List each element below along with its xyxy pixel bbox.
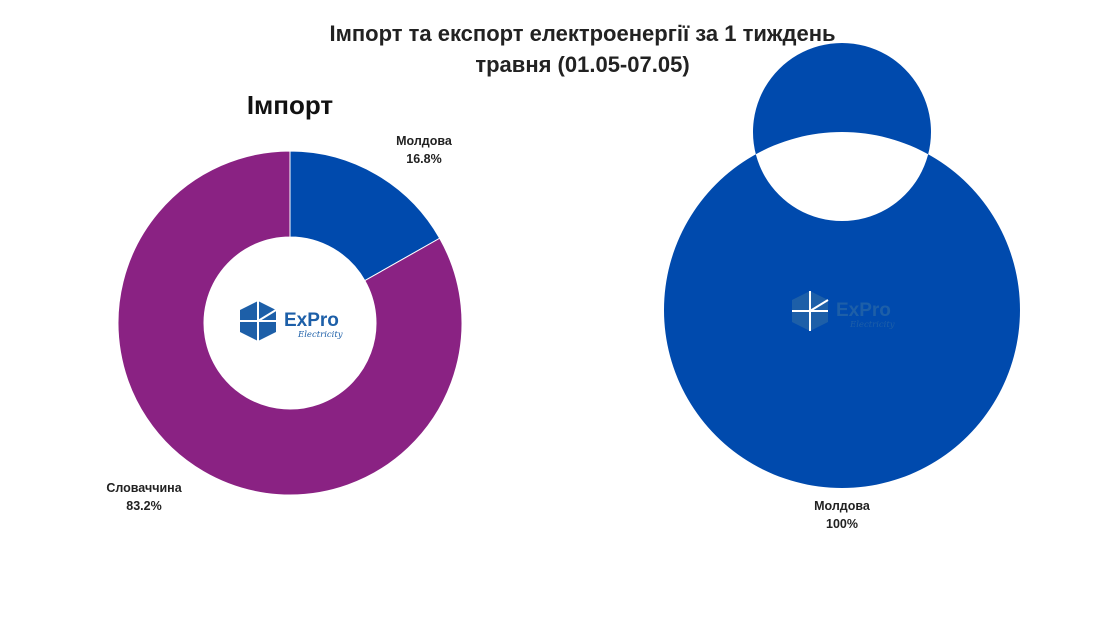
import-slice-1 (117, 150, 463, 496)
slice-value: 16.8% (406, 152, 442, 166)
slice-label: Молдова (814, 499, 870, 513)
title-line-1: Імпорт та експорт електроенергії за 1 ти… (329, 21, 836, 46)
logo-tagline: Electricity (849, 320, 895, 330)
slice-label: Словаччина (106, 481, 182, 495)
import-slice-0 (289, 150, 441, 282)
export-label-moldova: Молдова 100% (772, 497, 912, 533)
slice-value: 100% (826, 517, 858, 531)
slice-value: 83.2% (126, 499, 162, 513)
main-title: Імпорт та експорт електроенергії за 1 ти… (0, 18, 1120, 80)
export-slice-0 (663, 43, 1020, 489)
logo-cube-icon (792, 291, 829, 331)
import-label-moldova: Молдова 16.8% (354, 132, 494, 168)
logo-wordmark: ExPro (284, 310, 339, 331)
title-line-2: травня (01.05-07.05) (475, 52, 690, 77)
expro-logo-export: ExPro Electricity (782, 287, 902, 337)
logo-cube-icon (240, 301, 277, 341)
expro-logo-import: ExPro Electricity (230, 297, 350, 347)
import-chart-title: Імпорт (246, 90, 334, 120)
logo-tagline: Electricity (297, 330, 343, 340)
import-label-slovakia: Словаччина 83.2% (74, 479, 214, 515)
logo-wordmark: ExPro (836, 300, 891, 321)
slice-label: Молдова (396, 134, 452, 148)
